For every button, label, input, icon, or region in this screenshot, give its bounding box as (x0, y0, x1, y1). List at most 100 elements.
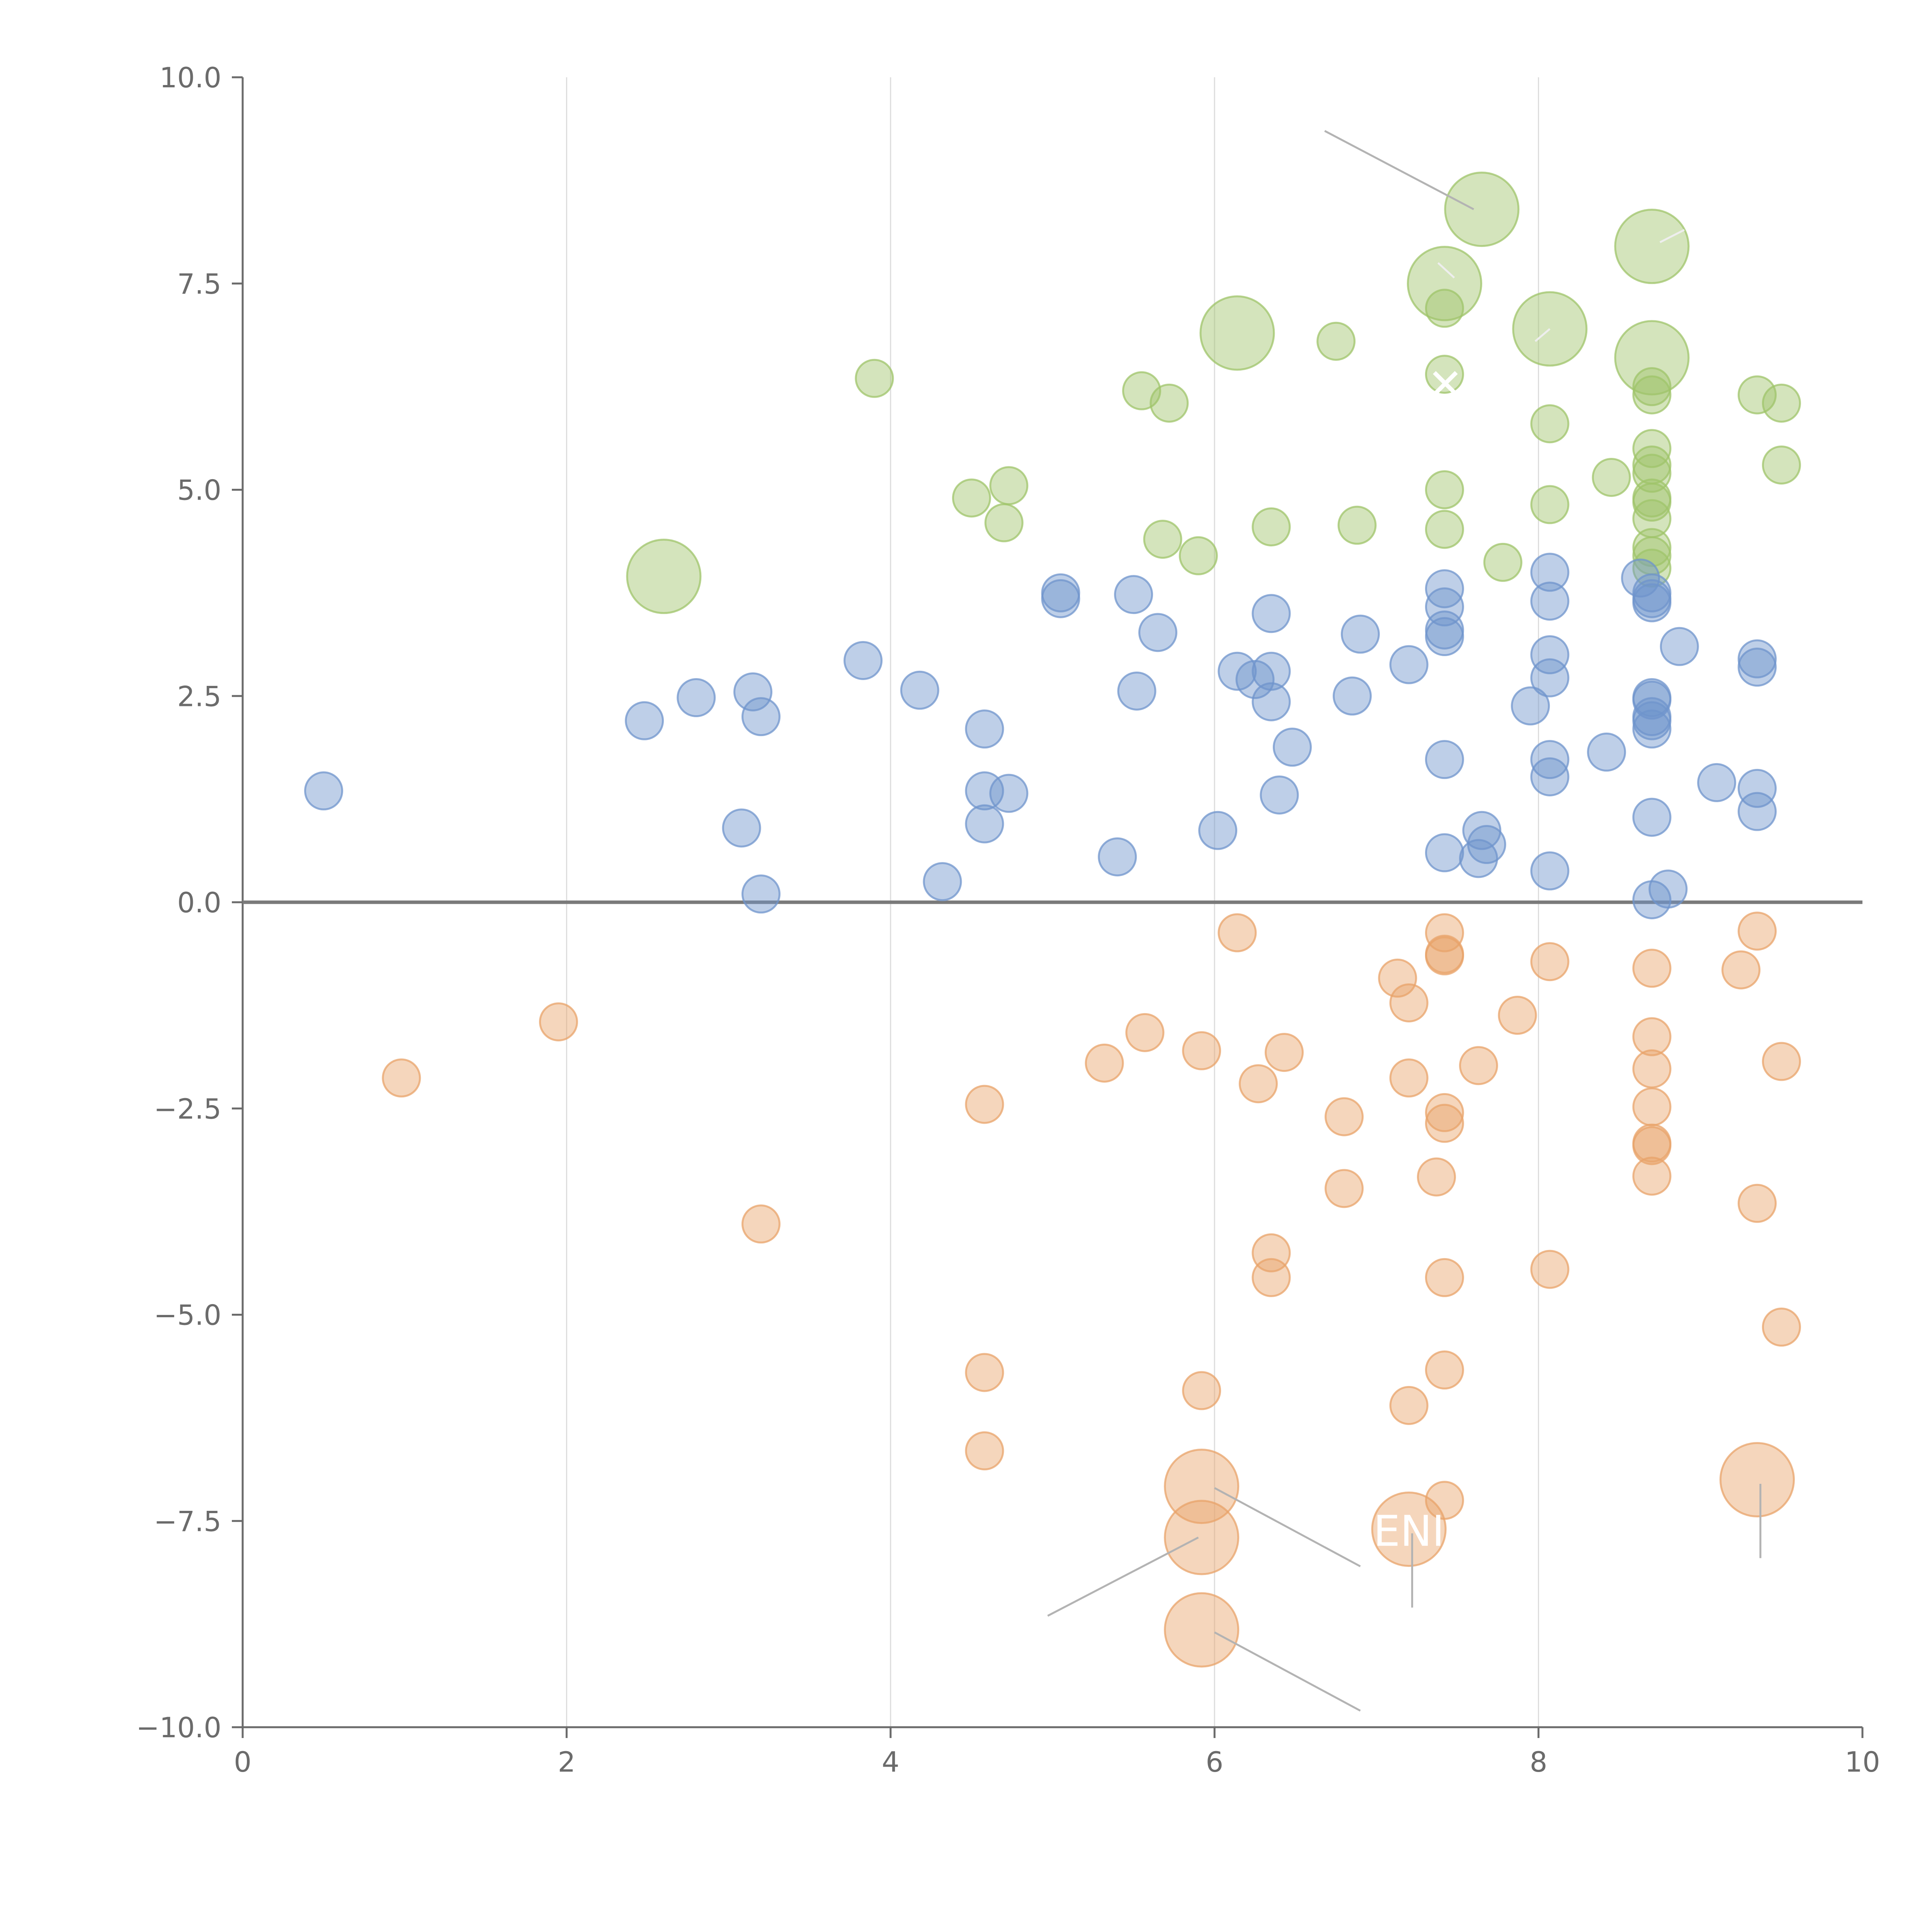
point-blue (1252, 594, 1291, 633)
point-orange (1164, 1500, 1240, 1575)
point-blue (1333, 676, 1372, 716)
leader-line (1324, 130, 1475, 210)
point-orange (1238, 1064, 1278, 1104)
point-orange (1738, 912, 1777, 951)
point-orange (1425, 1350, 1464, 1390)
point-blue (1252, 682, 1291, 721)
point-blue (733, 672, 772, 712)
y-tick-label: −5.0 (154, 1299, 221, 1332)
point-blue (1530, 582, 1570, 621)
point-blue (1530, 635, 1570, 674)
point-green (1150, 383, 1189, 423)
point-blue (1738, 639, 1777, 679)
point-blue (304, 771, 344, 811)
point-green (1252, 507, 1291, 547)
point-orange (382, 1058, 421, 1098)
point-orange (965, 1431, 1004, 1471)
point-blue (1648, 869, 1688, 909)
point-orange (1371, 1492, 1447, 1567)
y-tick-label: 7.5 (177, 268, 221, 300)
point-green (1425, 470, 1464, 509)
point-blue (1530, 740, 1570, 779)
point-blue (1041, 579, 1080, 618)
point-orange (1632, 1087, 1672, 1126)
point-blue (1340, 614, 1380, 654)
point-green (1632, 367, 1672, 406)
point-blue (1530, 757, 1570, 796)
point-orange (1425, 936, 1464, 976)
point-green (1632, 375, 1672, 415)
point-blue (1252, 651, 1291, 691)
x-tick-label: 8 (1530, 1746, 1548, 1778)
point-blue (1587, 732, 1626, 772)
point-blue (965, 804, 1004, 844)
point-blue (625, 701, 664, 740)
point-blue (1632, 583, 1672, 622)
x-tick-label: 6 (1206, 1746, 1223, 1778)
point-blue (844, 641, 883, 680)
point-green (1179, 536, 1218, 575)
point-green (1762, 445, 1801, 485)
point-green (1425, 289, 1464, 328)
point-green (1632, 483, 1672, 522)
point-blue (1462, 811, 1502, 850)
point-orange (1762, 1042, 1801, 1081)
x-tick-label: 4 (882, 1746, 900, 1778)
point-orange (1389, 1386, 1429, 1425)
point-green (1614, 209, 1690, 284)
point-orange (1085, 1043, 1124, 1083)
point-orange (1498, 995, 1537, 1035)
point-blue (923, 862, 962, 901)
x-tick-label: 10 (1845, 1746, 1880, 1778)
point-green (1425, 510, 1464, 549)
point-orange (1632, 1156, 1672, 1196)
point-blue (1389, 645, 1429, 684)
point-orange (1417, 1157, 1456, 1197)
annotation-label: ✕ 8 (1427, 360, 1503, 409)
data-points (304, 172, 1801, 1668)
point-blue (1260, 775, 1299, 815)
point-orange (1264, 1033, 1304, 1072)
point-orange (1530, 942, 1570, 981)
point-blue (1632, 798, 1672, 837)
point-green (626, 539, 702, 614)
point-orange (1632, 1017, 1672, 1056)
point-orange (1425, 913, 1464, 952)
point-orange (1182, 1371, 1221, 1410)
leader-lines (1047, 130, 1762, 1712)
point-orange (1425, 1104, 1464, 1143)
point-blue (1198, 811, 1238, 850)
point-orange (1530, 1250, 1570, 1289)
point-blue (1098, 837, 1137, 877)
leader-line (1437, 262, 1455, 279)
point-blue (1660, 627, 1699, 666)
point-orange (1738, 1184, 1777, 1223)
x-tick-label: 2 (558, 1746, 575, 1778)
leader-line (1659, 229, 1685, 243)
point-blue (1738, 792, 1777, 831)
point-blue (1425, 587, 1464, 627)
y-tick-label: −2.5 (154, 1093, 221, 1125)
y-tick-label: −10.0 (136, 1711, 221, 1744)
point-blue (1425, 617, 1464, 656)
point-orange (1762, 1308, 1801, 1347)
point-blue (965, 709, 1004, 749)
leader-line (1214, 1631, 1361, 1712)
point-orange (1252, 1258, 1291, 1297)
point-blue (989, 774, 1029, 813)
point-orange (1719, 1442, 1795, 1517)
point-orange (1632, 949, 1672, 988)
point-green (1444, 172, 1520, 247)
point-orange (965, 1085, 1004, 1124)
point-green (1425, 355, 1464, 394)
point-blue (1117, 671, 1156, 711)
point-blue (1632, 709, 1672, 749)
point-green (1143, 520, 1182, 559)
point-green (1483, 543, 1522, 582)
point-blue (741, 697, 781, 736)
y-tick-label: −7.5 (154, 1505, 221, 1537)
point-orange (1325, 1169, 1364, 1208)
point-green (1614, 320, 1690, 396)
point-orange (1218, 913, 1257, 952)
